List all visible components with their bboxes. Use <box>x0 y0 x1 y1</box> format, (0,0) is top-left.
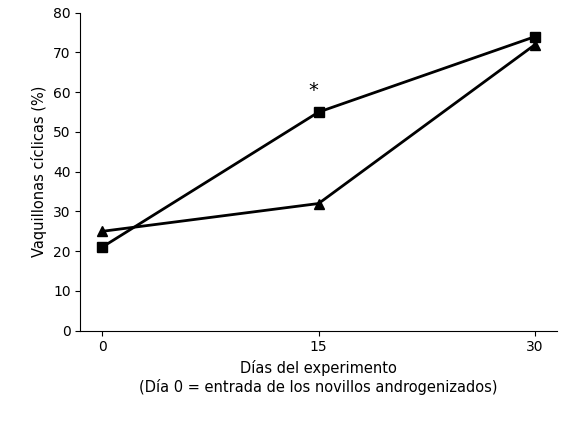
X-axis label: Días del experimento
(Día 0 = entrada de los novillos androgenizados): Días del experimento (Día 0 = entrada de… <box>139 360 498 395</box>
Text: *: * <box>309 81 319 100</box>
Y-axis label: Vaquillonas cíclicas (%): Vaquillonas cíclicas (%) <box>32 86 48 257</box>
